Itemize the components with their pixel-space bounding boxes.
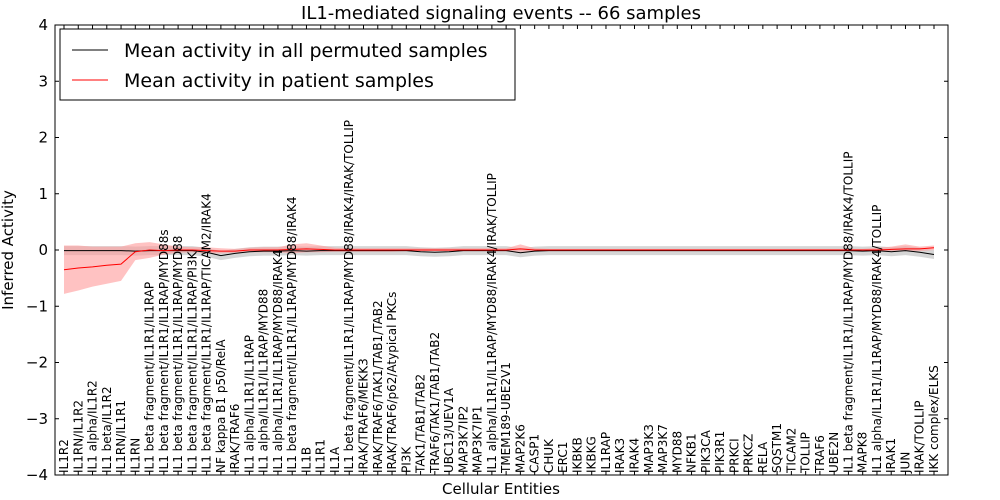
x-tick-label: RELA: [756, 441, 770, 473]
x-tick-label: JUN: [899, 452, 913, 474]
x-tick-label: IL1 beta fragment/IL1R1/IL1RAP/MYD88/IRA…: [841, 152, 855, 473]
x-tick-label: IKK complex/ELKS: [927, 365, 941, 473]
x-tick-label: IL1RN/IL1R1: [114, 400, 128, 473]
y-tick-label: 4: [38, 16, 48, 34]
x-tick-label: NFKB1: [685, 433, 699, 473]
x-tick-label: IL1RN/IL1R2: [71, 400, 85, 473]
x-tick-label: UBE2N: [827, 432, 841, 473]
x-tick-label: IL1 beta/IL1R2: [100, 386, 114, 473]
x-tick-label: IL1 beta fragment/IL1R1/IL1RAP/MYD88: [171, 236, 185, 473]
legend-label-patient: Mean activity in patient samples: [124, 70, 434, 92]
x-tick-label: CHUK: [542, 438, 556, 473]
x-tick-label: PIK3CA: [699, 429, 713, 473]
x-tick-label: MAP3K7IP2: [456, 406, 470, 473]
x-tick-label: MAPK8: [856, 432, 870, 473]
x-tick-label: PRKCI: [727, 438, 741, 473]
x-tick-label: IL1 alpha/IL1R1/IL1RAP/MYD88/IRAK4: [271, 250, 285, 473]
x-tick-label: TICAM2: [784, 428, 798, 474]
y-tick-label: −4: [26, 466, 48, 484]
x-tick-label: UBC13/UEV1A: [442, 387, 456, 473]
band-series-1: [64, 242, 934, 294]
y-tick-label: −3: [26, 410, 48, 428]
x-tick-label: IRAK4: [628, 438, 642, 473]
x-tick-label: IL1 beta fragment/IL1R1/IL1RAP/PI3K: [185, 250, 199, 473]
x-tick-label: NF kappa B1 p50/RelA: [214, 339, 228, 473]
x-tick-label: TRAF6: [813, 435, 827, 474]
x-tick-label: IL1 beta fragment/IL1R1/IL1RAP/MYD88s: [157, 229, 171, 473]
y-tick-label: −1: [26, 297, 48, 315]
x-tick-label: TRAF6/TAK1/TAB1/TAB2: [428, 332, 442, 474]
x-tick-label: TMEM189-UBE2V1: [499, 362, 513, 474]
x-tick-label: IL1 beta fragment/IL1R1/IL1RAP/TICAM2/IR…: [200, 193, 214, 473]
x-tick-label: IL1 alpha/IL1R1/IL1RAP/MYD88: [257, 289, 271, 473]
y-axis-label: Inferred Activity: [0, 190, 17, 310]
x-tick-label: MAP2K6: [513, 424, 527, 473]
x-tick-label: IL1B: [300, 447, 314, 473]
line-series-0: [64, 250, 935, 257]
x-tick-label: IL1 alpha/IL1R1/IL1RAP/MYD88/IRAK4/TOLLI…: [870, 205, 884, 473]
x-tick-label: IL1RN: [128, 438, 142, 473]
x-tick-label: TAK1/TAB1/TAB2: [414, 374, 428, 474]
x-tick-label: TOLLIP: [799, 432, 813, 474]
y-tick-label: 3: [38, 72, 48, 90]
x-tick-label: MAP3K7IP1: [471, 406, 485, 473]
line-series-1: [63, 247, 935, 271]
x-tick-label: PRKCZ: [742, 434, 756, 473]
x-tick-label: SQSTM1: [770, 423, 784, 473]
y-axis: −4 −3 −2 −1 0 1 2 3 4: [26, 16, 948, 484]
chart-title: IL1-mediated signaling events -- 66 samp…: [301, 3, 701, 24]
x-tick-label: IRAK1: [884, 438, 898, 473]
x-tick-label: CASP1: [528, 434, 542, 473]
x-tick-label: ERC1: [556, 442, 570, 473]
y-tick-label: 0: [38, 241, 48, 259]
x-tick-label: IRAK/TRAF6/MEKK3: [357, 358, 371, 473]
legend-box: [59, 28, 516, 101]
x-tick-label: IL1 beta fragment/IL1R1/IL1RAP: [143, 282, 157, 473]
x-tick-label: PI3K: [399, 446, 413, 473]
legend: Mean activity in all permuted samples Me…: [59, 28, 516, 101]
x-tick-label: MAP3K7: [656, 424, 670, 473]
x-tick-label: IL1 beta fragment/IL1R1/IL1RAP/MYD88/IRA…: [342, 120, 356, 473]
x-tick-label: IL1R1: [314, 439, 328, 473]
x-tick-label: IL1A: [328, 446, 342, 473]
x-tick-label: IL1 beta fragment/IL1R1/IL1RAP/MYD88/IRA…: [285, 196, 299, 473]
x-tick-label: IL1RAP: [599, 432, 613, 473]
y-tick-label: −2: [26, 354, 48, 372]
x-tick-label: PIK3R1: [713, 431, 727, 473]
x-tick-label: IRAK/TRAF6: [228, 404, 242, 473]
x-tick-label: IKBKG: [585, 436, 599, 473]
x-tick-label: IL1 alpha/IL1R1/IL1RAP/MYD88/IRAK4/IRAK/…: [485, 173, 499, 473]
x-axis: IL1R2 IL1RN/IL1R2 IL1 alpha/IL1R2 IL1 beta/…: [57, 25, 941, 475]
x-tick-label: IRAK/TOLLIP: [913, 401, 927, 473]
x-tick-label: MAP3K3: [642, 424, 656, 473]
y-tick-label: 1: [38, 185, 48, 203]
x-tick-label: IL1R2: [57, 439, 71, 473]
y-tick-label: 2: [38, 129, 48, 147]
x-tick-label: IRAK/TRAF6/p62/Atypical PKCs: [385, 292, 399, 473]
legend-label-permuted: Mean activity in all permuted samples: [124, 40, 487, 62]
x-tick-label: IL1 alpha/IL1R2: [86, 380, 100, 473]
x-tick-label: IRAK/TRAF6/TAK1/TAB1/TAB2: [371, 300, 385, 473]
series-lines: [63, 247, 935, 271]
x-axis-label: Cellular Entities: [442, 480, 560, 498]
x-tick-label: IL1 alpha/IL1R1/IL1RAP: [242, 335, 256, 473]
x-tick-label: MYD88: [670, 431, 684, 473]
x-tick-label: IKBKB: [570, 437, 584, 473]
x-tick-label: IRAK3: [613, 438, 627, 473]
